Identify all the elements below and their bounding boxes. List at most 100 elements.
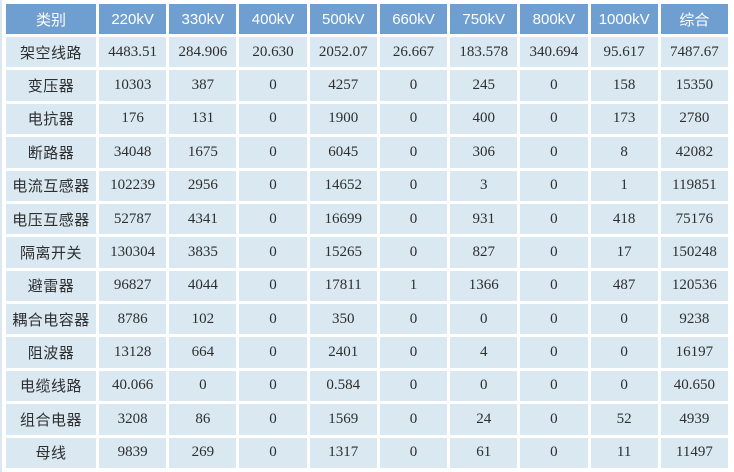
row-label: 断路器 <box>6 137 96 168</box>
data-cell: 1900 <box>309 103 377 135</box>
table-row: 母线 9839 269 0 1317 0 61 0 11 11497 <box>6 437 728 468</box>
data-cell: 1675 <box>169 137 237 168</box>
header-cell: 500kV <box>309 4 377 34</box>
data-cell: 487 <box>590 270 658 301</box>
data-cell: 0 <box>379 203 448 235</box>
data-cell: 102 <box>169 304 237 335</box>
data-cell: 11 <box>590 437 658 468</box>
data-cell: 15350 <box>660 70 728 101</box>
header-cell: 330kV <box>169 4 237 34</box>
data-cell: 158 <box>590 70 658 101</box>
data-cell: 269 <box>169 437 237 468</box>
data-cell: 2956 <box>169 170 237 201</box>
table-row: 电流互感器 102239 2956 0 14652 0 3 0 1 119851 <box>6 170 728 201</box>
data-cell: 931 <box>450 203 518 235</box>
data-cell: 4044 <box>169 270 237 301</box>
data-cell: 0 <box>520 270 588 301</box>
row-label: 电流互感器 <box>6 170 96 201</box>
table-row: 变压器 10303 387 0 4257 0 245 0 158 15350 <box>6 70 728 101</box>
data-cell: 340.694 <box>520 37 588 68</box>
data-cell: 0 <box>239 103 307 135</box>
data-cell: 9238 <box>660 304 728 335</box>
equipment-voltage-table: 类别 220kV 330kV 400kV 500kV 660kV 750kV 800kV 100… <box>3 1 731 471</box>
data-cell: 0.584 <box>309 370 377 402</box>
data-cell: 0 <box>379 437 448 468</box>
data-cell: 0 <box>379 404 448 435</box>
data-cell: 0 <box>239 437 307 468</box>
data-cell: 102239 <box>99 170 167 201</box>
data-cell: 0 <box>379 170 448 201</box>
data-cell: 400 <box>450 103 518 135</box>
data-cell: 4 <box>450 337 518 368</box>
data-cell: 0 <box>450 304 518 335</box>
table-row: 架空线路 4483.51 284.906 20.630 2052.07 26.667 183… <box>6 37 728 68</box>
data-cell: 0 <box>239 304 307 335</box>
data-cell: 183.578 <box>450 37 518 68</box>
data-cell: 0 <box>379 370 448 402</box>
data-cell: 14652 <box>309 170 377 201</box>
row-label: 耦合电容器 <box>6 304 96 335</box>
data-cell: 3208 <box>99 404 167 435</box>
data-cell: 827 <box>450 237 518 268</box>
header-cell: 220kV <box>99 4 167 34</box>
header-cell: 综合 <box>660 4 728 34</box>
data-cell: 0 <box>520 370 588 402</box>
data-cell: 0 <box>520 404 588 435</box>
data-cell: 0 <box>379 337 448 368</box>
data-cell: 10303 <box>99 70 167 101</box>
data-cell: 0 <box>169 370 237 402</box>
header-cell: 1000kV <box>590 4 658 34</box>
data-cell: 0 <box>590 304 658 335</box>
row-label: 避雷器 <box>6 270 96 301</box>
data-cell: 0 <box>520 103 588 135</box>
data-cell: 2401 <box>309 337 377 368</box>
data-cell: 0 <box>520 437 588 468</box>
data-cell: 0 <box>379 137 448 168</box>
data-cell: 4483.51 <box>99 37 167 68</box>
data-cell: 95.617 <box>590 37 658 68</box>
data-cell: 9839 <box>99 437 167 468</box>
data-cell: 96827 <box>99 270 167 301</box>
data-cell: 1317 <box>309 437 377 468</box>
data-cell: 387 <box>169 70 237 101</box>
row-label: 隔离开关 <box>6 237 96 268</box>
data-cell: 0 <box>379 70 448 101</box>
data-cell: 0 <box>239 203 307 235</box>
data-cell: 7487.67 <box>660 37 728 68</box>
table-row: 电抗器 176 131 0 1900 0 400 0 173 2780 <box>6 103 728 135</box>
data-cell: 176 <box>99 103 167 135</box>
data-cell: 0 <box>520 137 588 168</box>
data-cell: 4341 <box>169 203 237 235</box>
data-cell: 20.630 <box>239 37 307 68</box>
data-cell: 3835 <box>169 237 237 268</box>
data-cell: 0 <box>450 370 518 402</box>
data-cell: 24 <box>450 404 518 435</box>
data-cell: 15265 <box>309 237 377 268</box>
row-label: 电抗器 <box>6 103 96 135</box>
table-row: 隔离开关 130304 3835 0 15265 0 827 0 17 150248 <box>6 237 728 268</box>
data-cell: 1569 <box>309 404 377 435</box>
data-cell: 131 <box>169 103 237 135</box>
row-label: 阻波器 <box>6 337 96 368</box>
table-row: 电缆线路 40.066 0 0 0.584 0 0 0 0 40.650 <box>6 370 728 402</box>
data-cell: 0 <box>239 70 307 101</box>
data-cell: 1 <box>590 170 658 201</box>
table-row: 电压互感器 52787 4341 0 16699 0 931 0 418 75176 <box>6 203 728 235</box>
table-header: 类别 220kV 330kV 400kV 500kV 660kV 750kV 800kV 100… <box>6 4 728 34</box>
data-cell: 0 <box>590 337 658 368</box>
data-cell: 0 <box>239 137 307 168</box>
data-cell: 17811 <box>309 270 377 301</box>
header-cell-category: 类别 <box>6 4 96 34</box>
data-cell: 0 <box>590 370 658 402</box>
table-row: 耦合电容器 8786 102 0 350 0 0 0 0 9238 <box>6 304 728 335</box>
table-row: 避雷器 96827 4044 0 17811 1 1366 0 487 120536 <box>6 270 728 301</box>
table-body: 架空线路 4483.51 284.906 20.630 2052.07 26.667 183… <box>6 37 728 468</box>
data-cell: 0 <box>520 170 588 201</box>
data-cell: 1366 <box>450 270 518 301</box>
data-cell: 40.066 <box>99 370 167 402</box>
row-label: 电缆线路 <box>6 370 96 402</box>
data-cell: 52 <box>590 404 658 435</box>
data-cell: 0 <box>239 404 307 435</box>
header-row: 类别 220kV 330kV 400kV 500kV 660kV 750kV 800kV 100… <box>6 4 728 34</box>
data-cell: 0 <box>239 337 307 368</box>
